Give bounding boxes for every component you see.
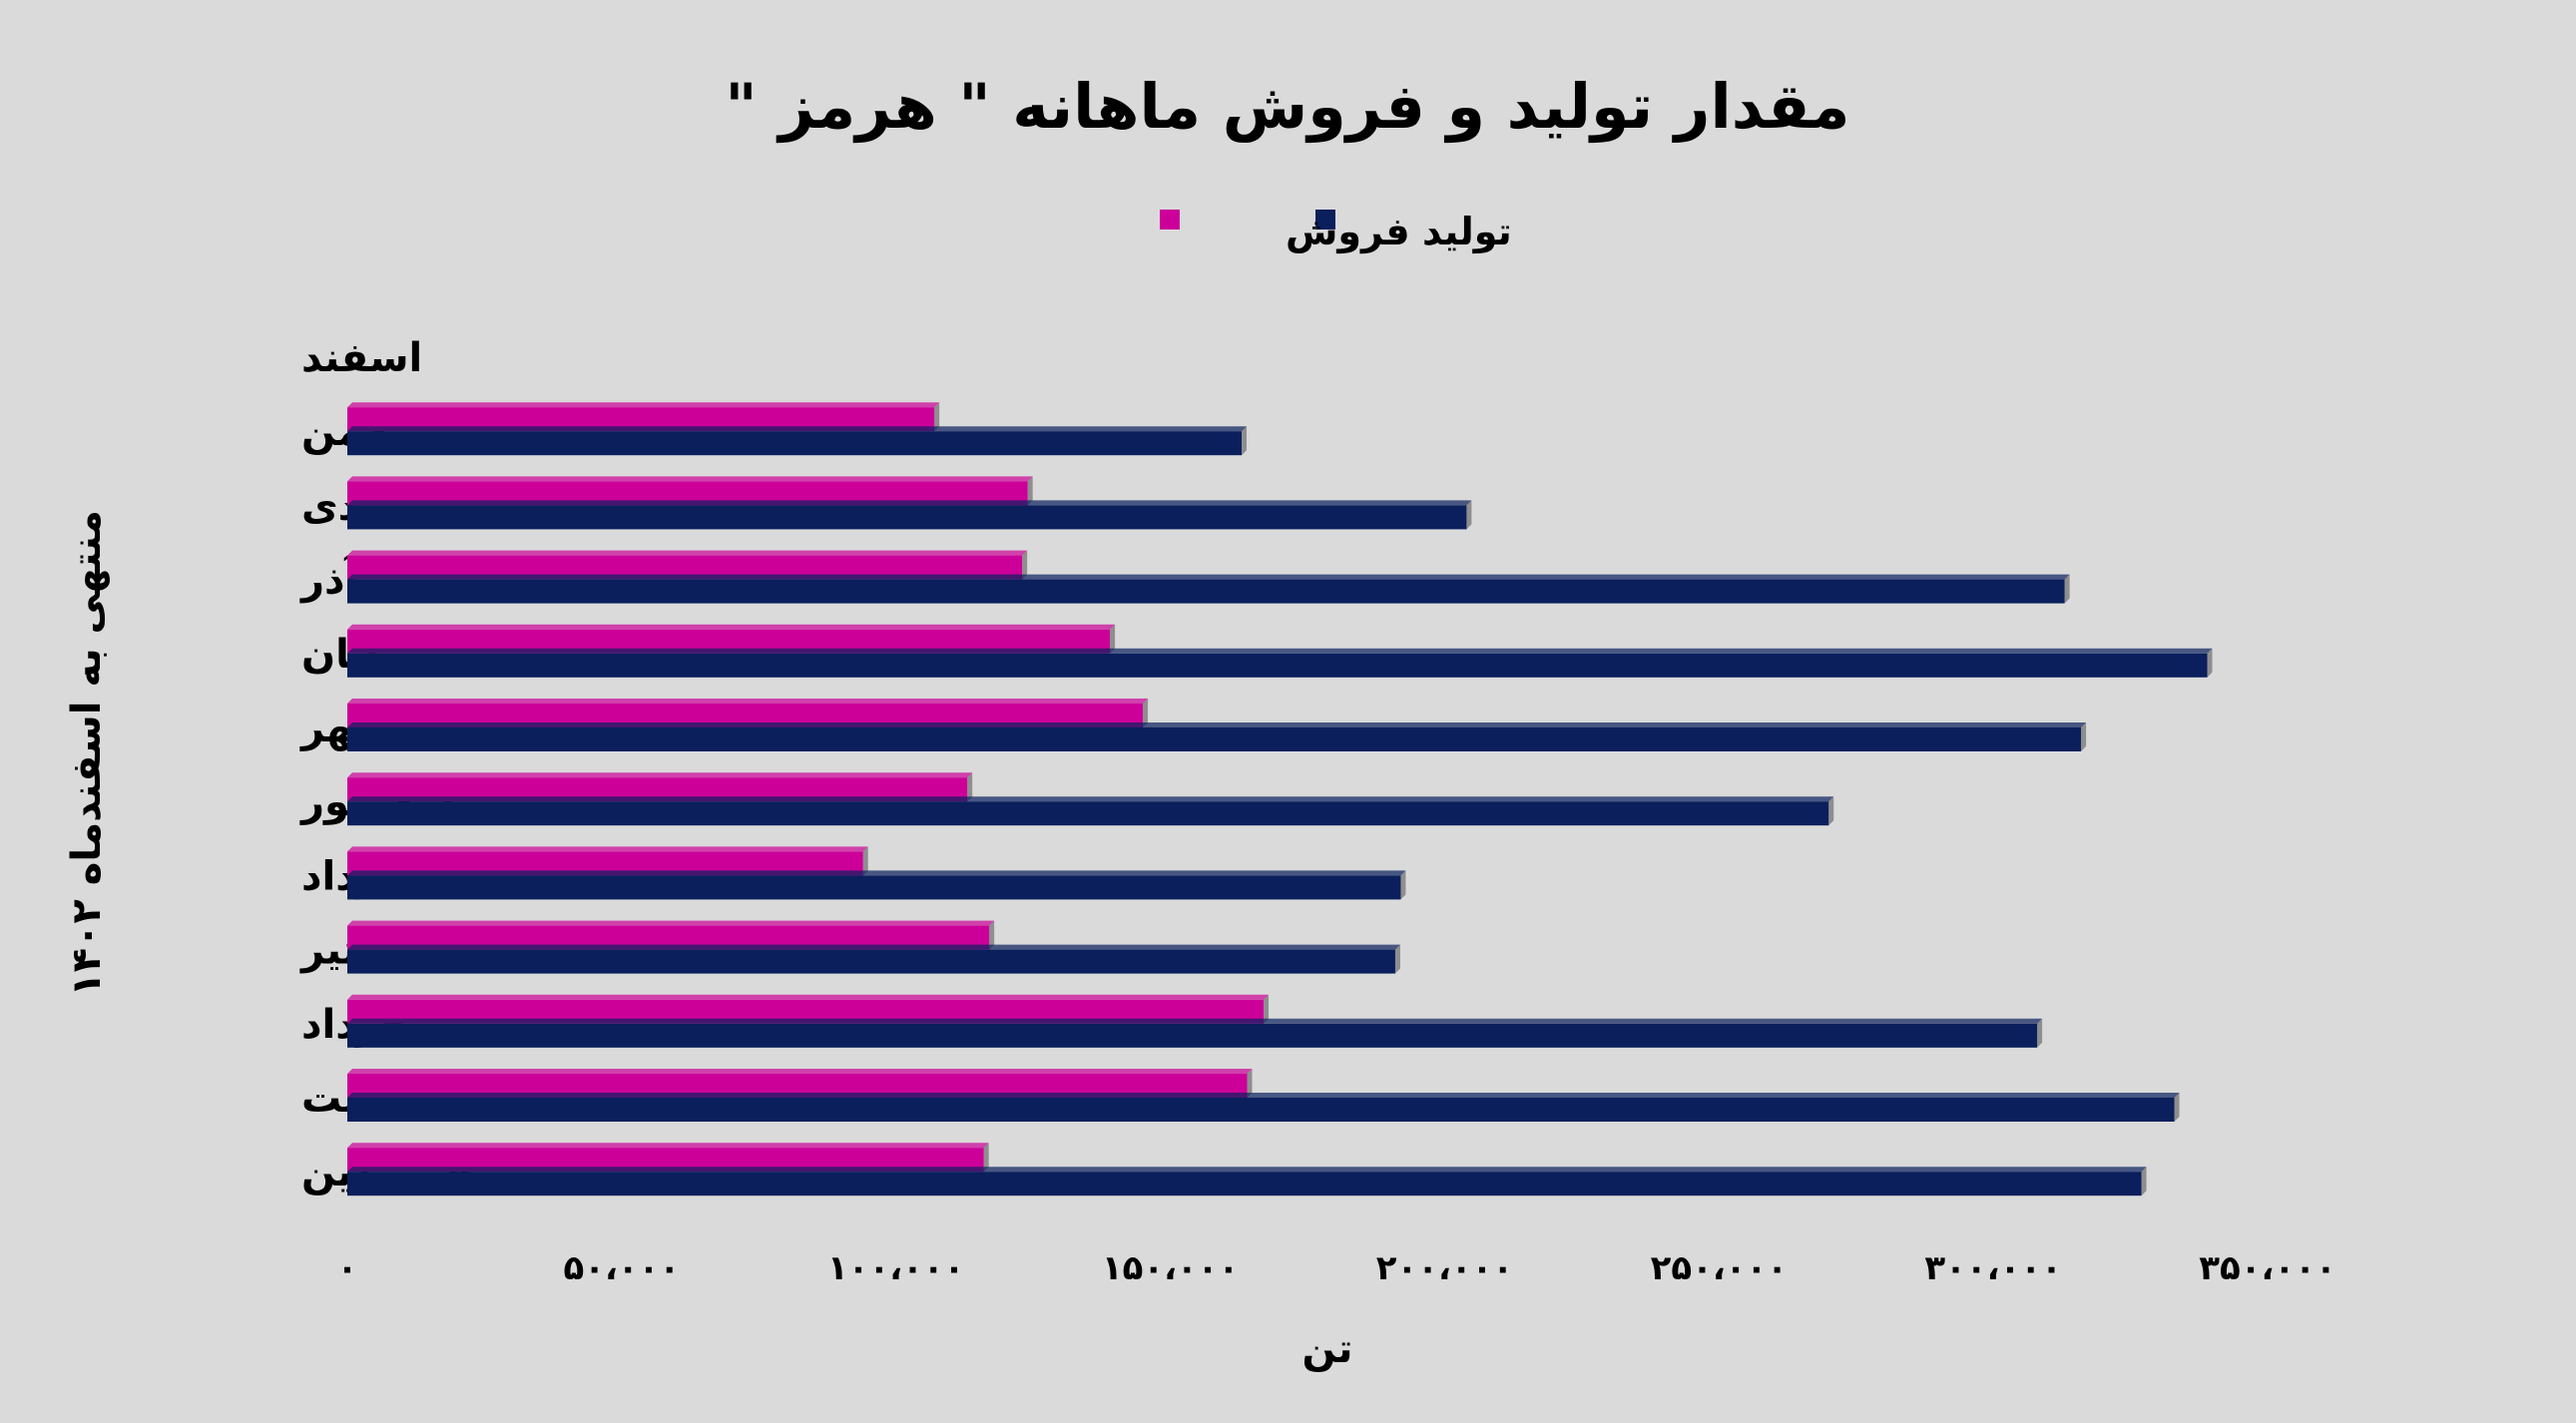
bar-production-10 xyxy=(347,426,1248,456)
bar-production-8 xyxy=(347,574,2070,604)
legend: تولید فروش xyxy=(1160,210,1512,254)
chart-title: مقدار تولید و فروش ماهانه " هرمز " xyxy=(725,70,1849,143)
bar-production-0 xyxy=(347,1167,2147,1196)
legend-swatch-1 xyxy=(1160,210,1180,230)
x-tick-label-4: ۲۰۰،۰۰۰ xyxy=(1376,1248,1513,1288)
legend-swatch-0 xyxy=(1315,210,1335,230)
y-axis-title: منتهی به اسفندماه ۱۴۰۲ xyxy=(64,510,110,997)
bar-production-9 xyxy=(347,500,1472,530)
bar-production-6 xyxy=(347,722,2087,751)
x-tick-label-1: ۵۰،۰۰۰ xyxy=(564,1248,681,1288)
category-labels: فروردیناردیبهشتخردادتیرمردادشهریورمهرآبا… xyxy=(299,335,499,1195)
x-tick-labels: ۰ ۵۰،۰۰۰ ۱۰۰،۰۰۰ ۱۵۰،۰۰۰ ۲۰۰،۰۰۰ ۲۵۰،۰۰۰ ۳۰۰،۰… xyxy=(337,1248,2336,1288)
legend-label-1: فروش xyxy=(1286,210,1410,254)
bar-production-7 xyxy=(347,648,2213,678)
category-label-11: اسفند xyxy=(301,335,422,381)
bar-production-2 xyxy=(347,1018,2043,1048)
x-tick-label-0: ۰ xyxy=(337,1248,358,1288)
bar-production-5 xyxy=(347,796,1834,826)
x-tick-label-2: ۱۰۰،۰۰۰ xyxy=(827,1248,964,1288)
bar-production-1 xyxy=(347,1093,2180,1122)
x-tick-label-6: ۳۰۰،۰۰۰ xyxy=(1924,1248,2061,1288)
bars xyxy=(347,402,2213,1196)
x-tick-label-7: ۳۵۰،۰۰۰ xyxy=(2199,1248,2335,1288)
bar-production-3 xyxy=(347,944,1400,974)
x-tick-label-5: ۲۵۰،۰۰۰ xyxy=(1651,1248,1788,1288)
x-axis-title: تن xyxy=(1301,1326,1352,1372)
x-tick-label-3: ۱۵۰،۰۰۰ xyxy=(1102,1248,1239,1288)
bar-production-4 xyxy=(347,870,1406,900)
legend-label-0: تولید xyxy=(1422,210,1512,253)
